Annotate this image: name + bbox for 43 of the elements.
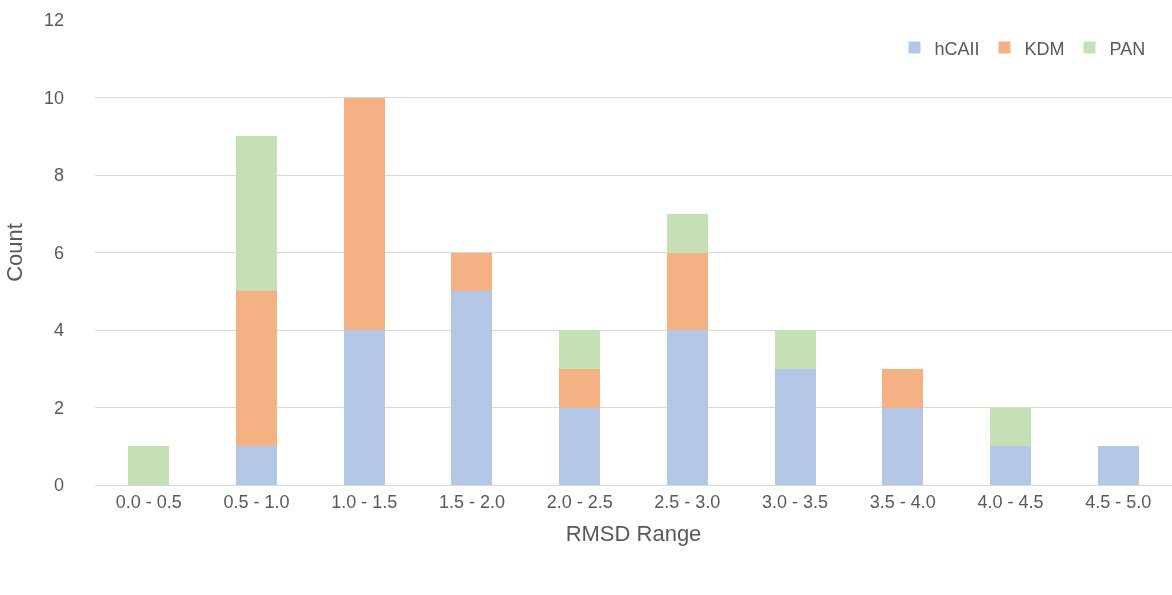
x-tick-label: 0.0 - 0.5: [115, 491, 182, 512]
bar: [559, 368, 601, 408]
y-tick-label: 2: [53, 397, 64, 418]
bar: [236, 446, 278, 485]
bar: [128, 446, 170, 485]
x-tick-label: 3.0 - 3.5: [762, 491, 829, 512]
bar: [989, 407, 1031, 447]
x-tick-label: 3.5 - 4.0: [869, 491, 936, 512]
bar: [882, 407, 924, 485]
y-axis-title: Count: [1, 223, 27, 282]
x-tick-label: 4.0 - 4.5: [977, 491, 1044, 512]
bar: [236, 291, 278, 447]
x-tick-label: 4.5 - 5.0: [1085, 491, 1152, 512]
x-tick-label: 2.0 - 2.5: [546, 491, 613, 512]
bar: [1097, 446, 1139, 485]
y-tick-label: 10: [43, 87, 64, 108]
y-tick-label: 4: [53, 320, 64, 341]
legend-label: PAN: [1109, 38, 1146, 59]
x-tick-label: 0.5 - 1.0: [223, 491, 290, 512]
bar: [236, 136, 278, 292]
bar: [989, 446, 1031, 485]
y-tick-label: 8: [53, 165, 64, 186]
bar: [882, 368, 924, 408]
x-axis-title: RMSD Range: [565, 521, 702, 547]
bar: [666, 252, 708, 330]
bar: [774, 368, 816, 485]
bar: [559, 330, 601, 369]
x-tick-label: 1.5 - 2.0: [438, 491, 505, 512]
legend-label: hCAII: [934, 38, 980, 59]
bar: [451, 252, 493, 292]
bar: [559, 407, 601, 485]
bar: [343, 97, 385, 330]
y-tick-label: 0: [53, 475, 64, 496]
bar: [666, 213, 708, 253]
x-tick-label: 1.0 - 1.5: [331, 491, 398, 512]
legend-label: KDM: [1024, 38, 1065, 59]
y-tick-label: 12: [43, 10, 64, 31]
x-tick-label: 2.5 - 3.0: [654, 491, 721, 512]
bar: [774, 330, 816, 369]
y-tick-label: 6: [53, 242, 64, 263]
bar: [666, 330, 708, 485]
bar: [451, 291, 493, 485]
bar: [343, 330, 385, 485]
